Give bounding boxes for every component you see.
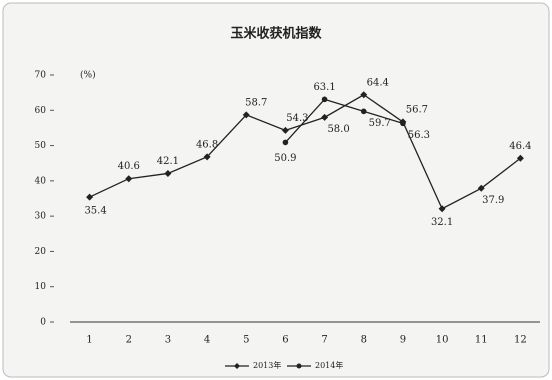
data-label: 59.7	[369, 118, 391, 129]
series-line	[284, 98, 404, 143]
x-tick-label: 10	[436, 335, 449, 346]
data-label: 46.4	[509, 141, 531, 152]
data-label: 58.7	[245, 97, 267, 108]
x-tick-label: 12	[514, 335, 527, 346]
marker	[438, 205, 446, 213]
data-label: 50.9	[274, 153, 296, 164]
marker	[321, 96, 328, 103]
x-tick-label: 4	[204, 335, 210, 346]
y-tick-label: 30	[35, 212, 47, 222]
data-label: 35.4	[84, 206, 106, 217]
marker	[400, 120, 406, 127]
marker	[125, 175, 133, 183]
data-label: 58.0	[327, 124, 349, 135]
data-label: 64.4	[367, 77, 389, 88]
y-tick-label: 50	[35, 141, 47, 151]
data-label: 42.1	[157, 156, 179, 167]
x-tick-label: 9	[400, 335, 406, 346]
marker	[242, 111, 250, 119]
data-label: 40.6	[118, 161, 140, 172]
data-label: 56.7	[406, 104, 428, 115]
x-tick-label: 3	[165, 335, 171, 346]
data-label: 46.8	[196, 139, 218, 150]
marker	[360, 108, 367, 115]
x-tick-label: 6	[282, 335, 288, 346]
x-tick-label: 2	[126, 335, 132, 346]
legend-marker	[296, 363, 302, 369]
y-unit: (%)	[80, 70, 96, 81]
series-line	[89, 93, 521, 210]
marker	[477, 184, 485, 192]
y-tick-label: 40	[35, 176, 47, 186]
data-label: 63.1	[313, 82, 335, 93]
y-tick-label: 0	[40, 318, 46, 328]
data-label: 54.3	[286, 113, 308, 124]
y-tick-label: 70	[35, 71, 47, 81]
data-label: 37.9	[482, 195, 504, 206]
data-label: 32.1	[431, 217, 453, 228]
x-tick-label: 1	[86, 335, 92, 346]
y-tick-label: 60	[35, 106, 47, 116]
x-tick-label: 5	[243, 335, 249, 346]
legend-label: 2013年	[253, 360, 281, 370]
marker	[164, 169, 172, 177]
x-tick-label: 7	[321, 335, 327, 346]
y-tick-label: 20	[35, 247, 47, 257]
marker	[282, 139, 289, 146]
data-label: 56.3	[408, 130, 430, 141]
legend-marker	[234, 363, 240, 369]
marker	[281, 126, 289, 134]
marker	[516, 154, 524, 162]
x-tick-label: 8	[361, 335, 367, 346]
y-tick-label: 10	[35, 282, 47, 292]
x-tick-label: 11	[475, 335, 488, 346]
marker	[203, 153, 211, 161]
marker	[360, 91, 368, 99]
marker	[86, 193, 94, 201]
chart-title: 玉米收获机指数	[230, 26, 322, 42]
marker	[321, 113, 329, 121]
legend-label: 2014年	[315, 360, 343, 370]
